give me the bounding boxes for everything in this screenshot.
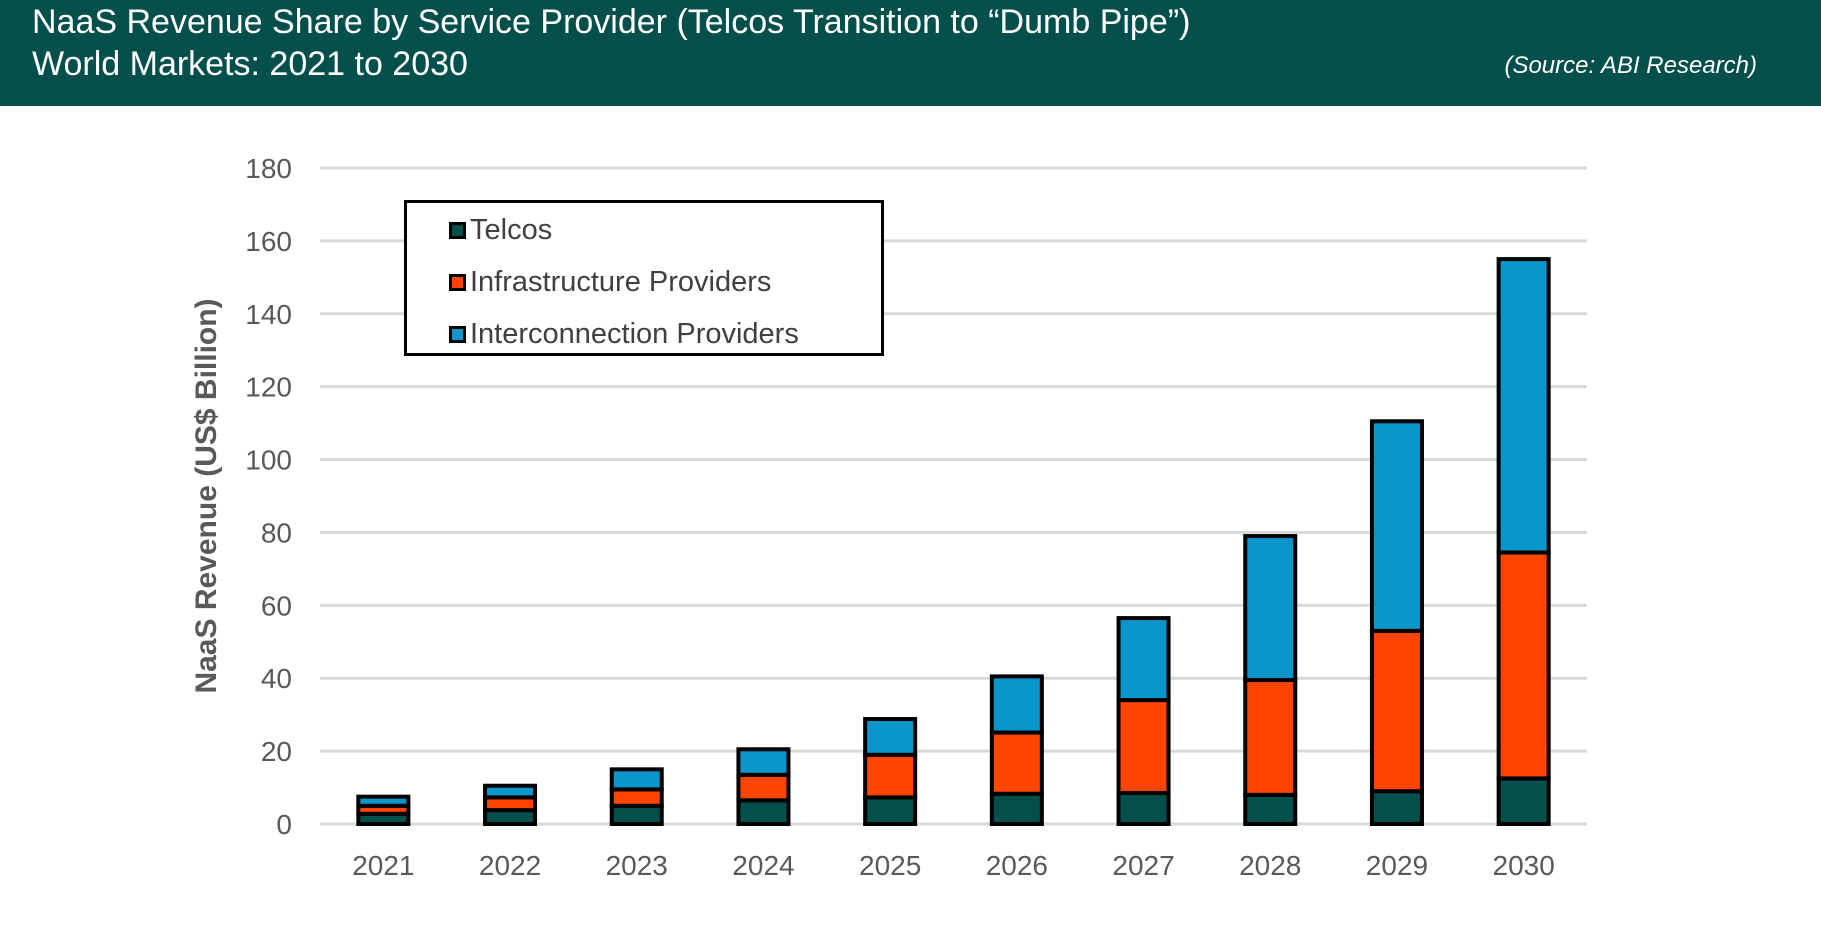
bar-interconnection-providers-2021 xyxy=(356,794,411,808)
bar-telcos-2025 xyxy=(863,795,918,827)
x-tick-label: 2028 xyxy=(1239,850,1301,881)
chart-header: NaaS Revenue Share by Service Provider (… xyxy=(0,0,1821,106)
legend-item-interconnection: Interconnection Providers xyxy=(449,317,799,351)
bar-telcos-2027 xyxy=(1116,791,1171,826)
bar-infrastructure-providers-2029 xyxy=(1369,628,1424,794)
bar-telcos-2030 xyxy=(1496,776,1551,827)
source-note: (Source: ABI Research) xyxy=(1504,52,1757,79)
x-tick-label: 2030 xyxy=(1493,850,1555,881)
bar-infrastructure-providers-2028 xyxy=(1243,678,1298,797)
bar-interconnection-providers-2025 xyxy=(863,717,918,757)
bar-infrastructure-providers-2030 xyxy=(1496,550,1551,781)
bar-telcos-2023 xyxy=(609,803,664,826)
bar-telcos-2029 xyxy=(1369,789,1424,827)
y-tick-label: 40 xyxy=(261,663,292,694)
y-tick-label: 160 xyxy=(245,226,292,257)
legend-label: Infrastructure Providers xyxy=(470,265,772,298)
legend-swatch-infrastructure xyxy=(449,273,466,291)
legend-label: Telcos xyxy=(470,213,553,246)
bar-interconnection-providers-2026 xyxy=(989,674,1044,735)
x-tick-label: 2027 xyxy=(1112,850,1174,881)
bar-interconnection-providers-2029 xyxy=(1369,419,1424,633)
x-tick-label: 2024 xyxy=(732,850,794,881)
y-tick-label: 60 xyxy=(261,590,292,621)
bar-telcos-2028 xyxy=(1243,792,1298,826)
x-axis-ticks: 2021 2022 2023 2024 2025 2026 2027 2028 2029 2030 xyxy=(352,850,1555,881)
y-axis-ticks: 0 20 40 60 80 100 120 140 160 180 xyxy=(245,153,292,840)
bar-infrastructure-providers-2024 xyxy=(736,772,791,803)
x-tick-label: 2021 xyxy=(352,850,414,881)
legend-swatch-interconnection xyxy=(449,325,466,343)
legend-swatch-telcos xyxy=(449,221,466,239)
legend: Telcos Infrastructure Providers Intercon… xyxy=(404,200,884,356)
bar-interconnection-providers-2027 xyxy=(1116,616,1171,703)
bar-infrastructure-providers-2026 xyxy=(989,730,1044,796)
x-tick-label: 2025 xyxy=(859,850,921,881)
bar-interconnection-providers-2022 xyxy=(483,783,538,800)
bar-interconnection-providers-2024 xyxy=(736,747,791,777)
bar-interconnection-providers-2023 xyxy=(609,767,664,792)
chart-title: NaaS Revenue Share by Service Provider (… xyxy=(32,3,1191,41)
bars xyxy=(356,257,1551,827)
bar-infrastructure-providers-2023 xyxy=(609,787,664,808)
y-tick-label: 80 xyxy=(261,517,292,548)
bar-telcos-2024 xyxy=(736,798,791,826)
y-tick-label: 0 xyxy=(276,809,292,840)
y-tick-label: 20 xyxy=(261,736,292,767)
bar-infrastructure-providers-2025 xyxy=(863,752,918,800)
y-tick-label: 100 xyxy=(245,445,292,476)
bar-telcos-2026 xyxy=(989,791,1044,826)
x-tick-label: 2023 xyxy=(606,850,668,881)
y-axis-label: NaaS Revenue (US$ Billion) xyxy=(190,298,223,693)
chart-subtitle: World Markets: 2021 to 2030 xyxy=(32,45,468,83)
bar-telcos-2022 xyxy=(483,808,538,827)
legend-item-telcos: Telcos xyxy=(449,213,552,247)
x-tick-label: 2029 xyxy=(1366,850,1428,881)
bar-infrastructure-providers-2027 xyxy=(1116,698,1171,796)
y-tick-label: 140 xyxy=(245,299,292,330)
y-tick-label: 180 xyxy=(245,153,292,184)
legend-label: Interconnection Providers xyxy=(470,317,799,350)
x-tick-label: 2026 xyxy=(986,850,1048,881)
x-tick-label: 2022 xyxy=(479,850,541,881)
bar-interconnection-providers-2030 xyxy=(1496,257,1551,555)
bar-interconnection-providers-2028 xyxy=(1243,534,1298,683)
y-tick-label: 120 xyxy=(245,372,292,403)
legend-item-infrastructure: Infrastructure Providers xyxy=(449,265,771,299)
